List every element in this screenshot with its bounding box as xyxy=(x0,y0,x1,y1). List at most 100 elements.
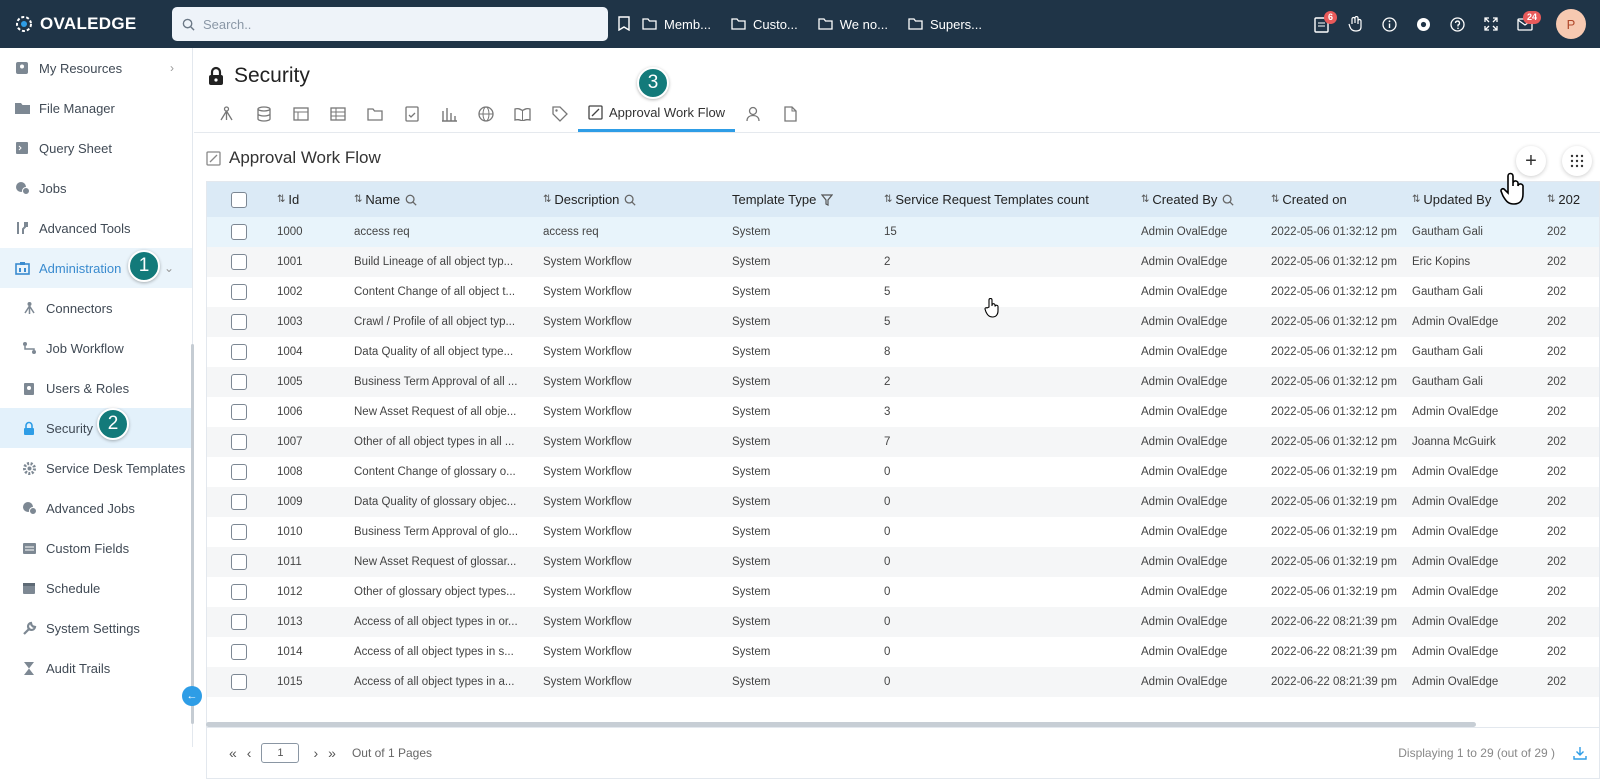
help-button[interactable] xyxy=(1440,0,1474,48)
search-icon[interactable] xyxy=(1222,194,1235,206)
sort-icon[interactable]: ⇅ xyxy=(884,194,893,205)
sidebar-item-custom-fields[interactable]: Custom Fields xyxy=(0,528,192,568)
tasks-button[interactable]: 6 xyxy=(1304,0,1338,48)
tab-columns[interactable] xyxy=(319,96,356,132)
last-page-button[interactable]: » xyxy=(328,745,336,761)
tab-files[interactable] xyxy=(356,96,393,132)
table-row[interactable]: 1008 Content Change of glossary o... Syste… xyxy=(207,457,1599,487)
app-logo[interactable]: OVALEDGE xyxy=(0,14,170,34)
sidebar-item-service-desk-templates[interactable]: Service Desk Templates xyxy=(0,448,192,488)
table-row[interactable]: 1007 Other of all object types in all ...… xyxy=(207,427,1599,457)
first-page-button[interactable]: « xyxy=(229,745,237,761)
table-row[interactable]: 1002 Content Change of all object t... Sys… xyxy=(207,277,1599,307)
sidebar-item-administration[interactable]: Administration ⌄ xyxy=(0,248,192,288)
sort-icon[interactable]: ⇅ xyxy=(1141,194,1150,205)
collapse-sidebar-button[interactable]: ← xyxy=(182,686,202,706)
tab-databases[interactable] xyxy=(245,96,282,132)
tab-tags[interactable] xyxy=(541,96,578,132)
name-cell[interactable]: Other of glossary object types... xyxy=(354,586,516,598)
sort-icon[interactable]: ⇅ xyxy=(354,194,363,205)
chrome-button[interactable] xyxy=(1406,0,1440,48)
tab-users[interactable] xyxy=(735,96,772,132)
row-checkbox[interactable] xyxy=(231,404,247,420)
table-row[interactable]: 1012 Other of glossary object types... Sys… xyxy=(207,577,1599,607)
sidebar-item-file-manager[interactable]: File Manager xyxy=(0,88,192,128)
tab-reports[interactable] xyxy=(393,96,430,132)
name-cell[interactable]: Business Term Approval of all ... xyxy=(354,367,543,397)
row-checkbox[interactable] xyxy=(231,464,247,480)
name-cell[interactable]: Access of all object types in a... xyxy=(354,667,543,697)
name-cell[interactable]: Data Quality of glossary objec... xyxy=(354,487,543,517)
bookmark-icon[interactable] xyxy=(618,16,630,31)
col-updated-by[interactable]: ⇅ Updated By xyxy=(1412,182,1547,217)
name-cell[interactable]: Data Quality of all object type... xyxy=(354,346,514,358)
table-row[interactable]: 1011 New Asset Request of glossar... Syste… xyxy=(207,547,1599,577)
sidebar-item-schedule[interactable]: Schedule xyxy=(0,568,192,608)
name-cell[interactable]: Business Term Approval of glo... xyxy=(354,526,519,538)
search-icon[interactable] xyxy=(405,194,417,206)
fullscreen-button[interactable] xyxy=(1474,0,1508,48)
mail-button[interactable]: 24 xyxy=(1508,0,1542,48)
sidebar-item-advanced-jobs[interactable]: Advanced Jobs xyxy=(0,488,192,528)
tab-connectors[interactable] xyxy=(208,96,245,132)
page-number-input[interactable]: 1 xyxy=(261,743,300,763)
table-row[interactable]: 1010 Business Term Approval of glo... Syst… xyxy=(207,517,1599,547)
sort-icon[interactable]: ⇅ xyxy=(1547,194,1556,205)
row-checkbox[interactable] xyxy=(231,524,247,540)
search-bar[interactable] xyxy=(172,7,608,41)
name-cell[interactable]: Other of all object types in all ... xyxy=(354,427,543,457)
col-created-by[interactable]: ⇅ Created By xyxy=(1141,182,1271,217)
next-page-button[interactable]: › xyxy=(313,745,319,761)
row-checkbox[interactable] xyxy=(231,674,247,690)
name-cell[interactable]: New Asset Request of glossar... xyxy=(354,547,543,577)
sidebar-item-jobs[interactable]: Jobs xyxy=(0,168,192,208)
bookmark-folder[interactable]: We no... xyxy=(818,17,888,32)
row-checkbox[interactable] xyxy=(231,224,247,240)
col-name[interactable]: ⇅ Name xyxy=(354,182,543,217)
tab-glossary[interactable] xyxy=(504,96,541,132)
table-row[interactable]: 1014 Access of all object types in s... Sy… xyxy=(207,637,1599,667)
col-id[interactable]: ⇅ Id xyxy=(277,182,354,217)
filter-icon[interactable] xyxy=(821,193,834,206)
sort-icon[interactable]: ⇅ xyxy=(277,194,286,205)
sidebar-item-job-workflow[interactable]: Job Workflow xyxy=(0,328,192,368)
sidebar-item-my-resources[interactable]: My Resources › xyxy=(0,48,192,88)
avatar[interactable]: P xyxy=(1556,9,1586,39)
bookmark-folder[interactable]: Custo... xyxy=(731,17,798,32)
table-row[interactable]: 1006 New Asset Request of all obje... Syst… xyxy=(207,397,1599,427)
sidebar-item-system-settings[interactable]: System Settings xyxy=(0,608,192,648)
row-checkbox[interactable] xyxy=(231,314,247,330)
row-checkbox[interactable] xyxy=(231,554,247,570)
sidebar-scrollbar[interactable] xyxy=(191,344,194,724)
name-cell[interactable]: Access of all object types in or... xyxy=(354,607,543,637)
sort-icon[interactable]: ⇅ xyxy=(1412,194,1421,205)
sort-icon[interactable]: ⇅ xyxy=(543,194,552,205)
sidebar-item-connectors[interactable]: Connectors xyxy=(0,288,192,328)
tab-tables[interactable] xyxy=(282,96,319,132)
col-description[interactable]: ⇅ Description xyxy=(543,182,732,217)
name-cell[interactable]: Crawl / Profile of all object typ... xyxy=(354,307,543,337)
table-row[interactable]: 1013 Access of all object types in or... S… xyxy=(207,607,1599,637)
row-checkbox[interactable] xyxy=(231,434,247,450)
name-cell[interactable]: Content Change of glossary o... xyxy=(354,466,516,478)
sidebar-item-users-roles[interactable]: Users & Roles xyxy=(0,368,192,408)
name-cell[interactable]: Content Change of all object t... xyxy=(354,286,516,298)
row-checkbox[interactable] xyxy=(231,344,247,360)
row-checkbox[interactable] xyxy=(231,584,247,600)
row-checkbox[interactable] xyxy=(231,254,247,270)
row-checkbox[interactable] xyxy=(231,644,247,660)
column-settings-button[interactable] xyxy=(1562,146,1592,176)
sidebar-item-advanced-tools[interactable]: Advanced Tools xyxy=(0,208,192,248)
col-updated-on[interactable]: ⇅ 202 xyxy=(1547,182,1599,217)
name-cell[interactable]: Build Lineage of all object typ... xyxy=(354,247,543,277)
sort-icon[interactable]: ⇅ xyxy=(1271,194,1280,205)
col-created-on[interactable]: ⇅ Created on xyxy=(1271,182,1412,217)
sidebar-item-security[interactable]: Security xyxy=(0,408,192,448)
add-workflow-button[interactable]: + xyxy=(1516,146,1546,176)
name-cell[interactable]: access req xyxy=(354,217,543,247)
table-row[interactable]: 1009 Data Quality of glossary objec... Sys… xyxy=(207,487,1599,517)
table-row[interactable]: 1003 Crawl / Profile of all object typ...… xyxy=(207,307,1599,337)
table-row[interactable]: 1015 Access of all object types in a... Sy… xyxy=(207,667,1599,697)
row-checkbox[interactable] xyxy=(231,494,247,510)
bookmark-folder[interactable]: Supers... xyxy=(908,17,982,32)
